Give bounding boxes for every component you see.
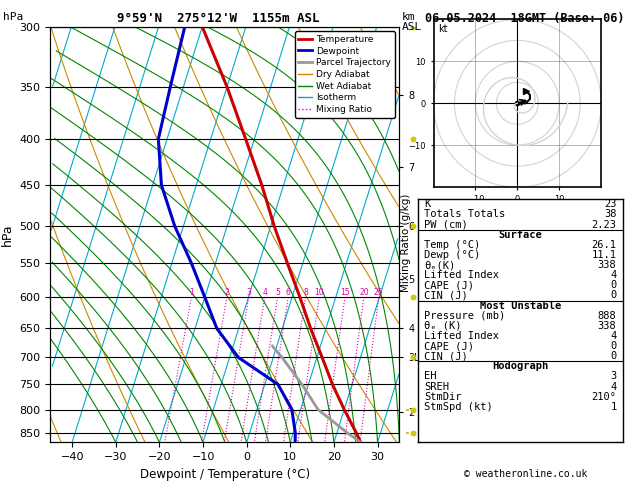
Text: Dewp (°C): Dewp (°C) xyxy=(425,250,481,260)
Y-axis label: km
ASL: km ASL xyxy=(435,224,457,245)
Text: 4: 4 xyxy=(610,270,616,280)
Text: 4: 4 xyxy=(262,288,267,297)
X-axis label: Dewpoint / Temperature (°C): Dewpoint / Temperature (°C) xyxy=(140,468,310,481)
Text: hPa: hPa xyxy=(3,12,23,22)
Text: 9°59'N  275°12'W  1155m ASL: 9°59'N 275°12'W 1155m ASL xyxy=(118,12,320,25)
Text: 0: 0 xyxy=(610,291,616,300)
Text: K: K xyxy=(425,199,431,209)
Text: EH: EH xyxy=(425,371,437,382)
Legend: Temperature, Dewpoint, Parcel Trajectory, Dry Adiabat, Wet Adiabat, Isotherm, Mi: Temperature, Dewpoint, Parcel Trajectory… xyxy=(295,31,395,118)
Text: 2: 2 xyxy=(225,288,229,297)
Text: StmSpd (kt): StmSpd (kt) xyxy=(425,402,493,412)
Text: Most Unstable: Most Unstable xyxy=(480,300,561,311)
Text: 1: 1 xyxy=(189,288,194,297)
Text: CIN (J): CIN (J) xyxy=(425,351,468,361)
Text: Surface: Surface xyxy=(499,230,542,240)
Text: Temp (°C): Temp (°C) xyxy=(425,240,481,250)
Text: 5: 5 xyxy=(275,288,280,297)
Text: Lifted Index: Lifted Index xyxy=(425,270,499,280)
Text: 2.23: 2.23 xyxy=(592,220,616,229)
Text: SREH: SREH xyxy=(425,382,449,392)
Text: 1: 1 xyxy=(610,402,616,412)
Text: 23: 23 xyxy=(604,199,616,209)
Text: 4: 4 xyxy=(610,331,616,341)
Text: 10: 10 xyxy=(314,288,324,297)
Text: CAPE (J): CAPE (J) xyxy=(425,280,474,290)
Text: 26.1: 26.1 xyxy=(592,240,616,250)
Text: 06.05.2024  18GMT (Base: 06): 06.05.2024 18GMT (Base: 06) xyxy=(425,12,625,25)
Text: 15: 15 xyxy=(340,288,350,297)
Text: 38: 38 xyxy=(604,209,616,220)
Text: 8: 8 xyxy=(303,288,308,297)
Text: kt: kt xyxy=(438,24,448,35)
Text: 20: 20 xyxy=(359,288,369,297)
Text: 11.1: 11.1 xyxy=(592,250,616,260)
Text: 3: 3 xyxy=(246,288,251,297)
Text: 0: 0 xyxy=(610,341,616,351)
Text: Lifted Index: Lifted Index xyxy=(425,331,499,341)
Text: Totals Totals: Totals Totals xyxy=(425,209,506,220)
Text: 338: 338 xyxy=(598,260,616,270)
Text: 210°: 210° xyxy=(592,392,616,402)
Text: Pressure (mb): Pressure (mb) xyxy=(425,311,506,321)
Text: 0: 0 xyxy=(610,280,616,290)
Text: θₑ(K): θₑ(K) xyxy=(425,260,455,270)
Text: km: km xyxy=(401,12,415,22)
Text: CIN (J): CIN (J) xyxy=(425,291,468,300)
Text: CAPE (J): CAPE (J) xyxy=(425,341,474,351)
Text: 4: 4 xyxy=(610,382,616,392)
Text: © weatheronline.co.uk: © weatheronline.co.uk xyxy=(464,469,587,479)
Text: 0: 0 xyxy=(610,351,616,361)
Text: PW (cm): PW (cm) xyxy=(425,220,468,229)
Text: 6: 6 xyxy=(286,288,291,297)
Text: ASL: ASL xyxy=(401,22,421,32)
Text: Hodograph: Hodograph xyxy=(493,361,548,371)
Text: 338: 338 xyxy=(598,321,616,331)
Text: 3: 3 xyxy=(610,371,616,382)
Text: 25: 25 xyxy=(374,288,384,297)
Text: Mixing Ratio (g/kg): Mixing Ratio (g/kg) xyxy=(401,194,411,292)
Y-axis label: hPa: hPa xyxy=(1,223,14,246)
Text: 888: 888 xyxy=(598,311,616,321)
Text: StmDir: StmDir xyxy=(425,392,462,402)
Text: θₑ (K): θₑ (K) xyxy=(425,321,462,331)
